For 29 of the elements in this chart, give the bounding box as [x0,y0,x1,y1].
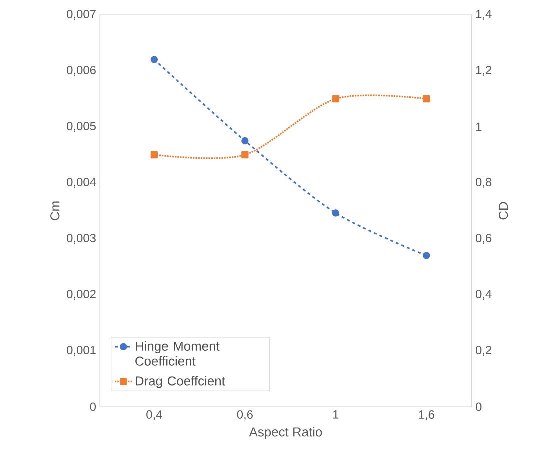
x-tick-label: 1 [333,410,339,419]
y2-tick-label: 1,2 [476,66,492,76]
x-tick-label: 0,4 [146,410,162,420]
y-tick-label: 0,005 [67,122,96,132]
y2-tick-label: 1 [476,122,482,132]
x-axis-title: Aspect Ratio [249,427,322,440]
y2-tick-label: 0,8 [476,178,492,188]
y-tick-label: 0,007 [67,10,96,20]
x-tick-label: 1,6 [419,410,434,420]
point [242,137,249,145]
y-tick-label: 0,003 [67,234,96,244]
y2-tick-label: 0,2 [476,346,492,356]
y2-axis-title: CD [498,202,508,220]
y-tick-label: 0,001 [67,346,96,356]
y-tick-label: 0,002 [67,290,96,300]
y-tick-label: 0,006 [67,66,96,76]
y2-tick-label: 0,6 [476,234,492,244]
point [150,56,158,64]
y-tick-label: 0,004 [67,178,96,188]
y2-tick-label: 1,4 [476,10,492,20]
y-tick-label: 0 [90,402,96,412]
point [423,252,430,260]
y-axis-title: Cm [50,202,60,220]
point [332,210,340,217]
legend-label: Drag Coeffcient [136,376,226,388]
legend-label: Hinge Moment Coefficient [136,341,220,366]
x-tick-label: 0,6 [237,410,253,420]
y2-tick-label: 0 [476,402,482,412]
y2-tick-label: 0,4 [476,290,492,300]
